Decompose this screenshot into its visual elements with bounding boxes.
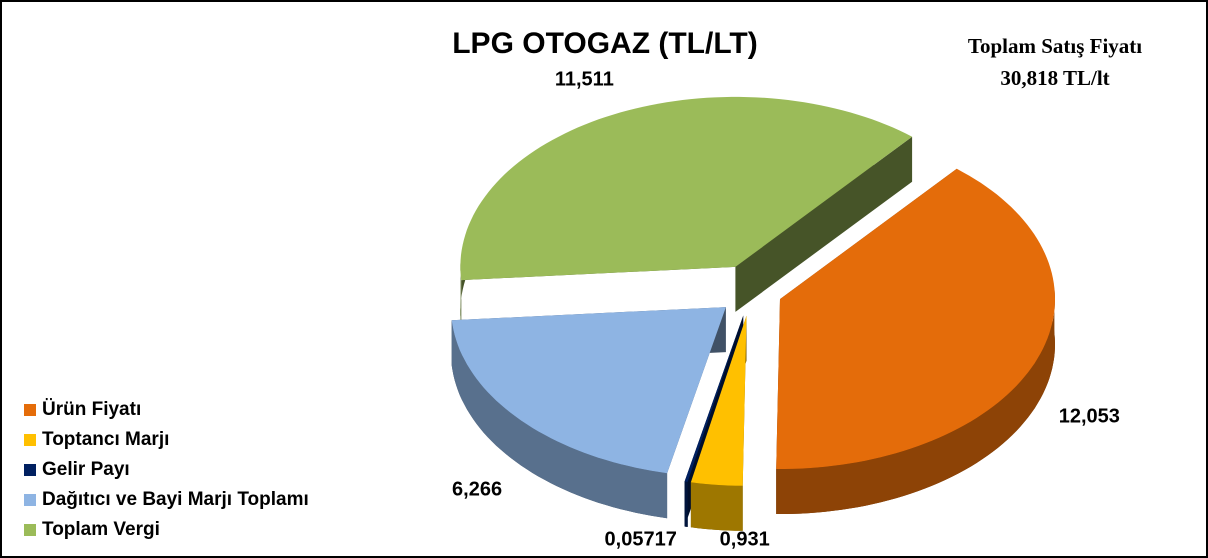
data-label: 0,931 (720, 528, 770, 550)
slice-wall (460, 259, 462, 326)
data-label: 0,05717 (605, 528, 677, 550)
slice-wall (776, 288, 1055, 514)
legend-label: Toptancı Marjı (42, 429, 169, 450)
chart-title: LPG OTOGAZ (TL/LT) (452, 27, 758, 60)
legend-label: Gelir Payı (42, 459, 130, 480)
data-label: 6,266 (452, 478, 502, 500)
slice-wall (690, 482, 743, 531)
data-label: 12,053 (1059, 406, 1120, 428)
annotation: Toplam Satış Fiyatı (968, 34, 1142, 58)
legend-swatch (24, 404, 36, 416)
annotation: 30,818 TL/lt (1000, 66, 1109, 90)
legend-label: Toplam Vergi (42, 519, 160, 540)
data-label: 11,511 (555, 68, 614, 90)
legend-swatch (24, 524, 36, 536)
legend-swatch (24, 464, 36, 476)
legend-label: Ürün Fiyatı (42, 399, 141, 420)
slice (684, 315, 744, 482)
legend-swatch (24, 494, 36, 506)
slice-wall (684, 481, 688, 527)
legend-label: Dağıtıcı ve Bayi Marjı Toplamı (42, 489, 309, 510)
legend-swatch (24, 434, 36, 446)
slice (776, 168, 1055, 470)
slice-wall (451, 320, 668, 519)
slice (460, 96, 913, 281)
slice (451, 307, 726, 474)
slice (690, 315, 747, 486)
